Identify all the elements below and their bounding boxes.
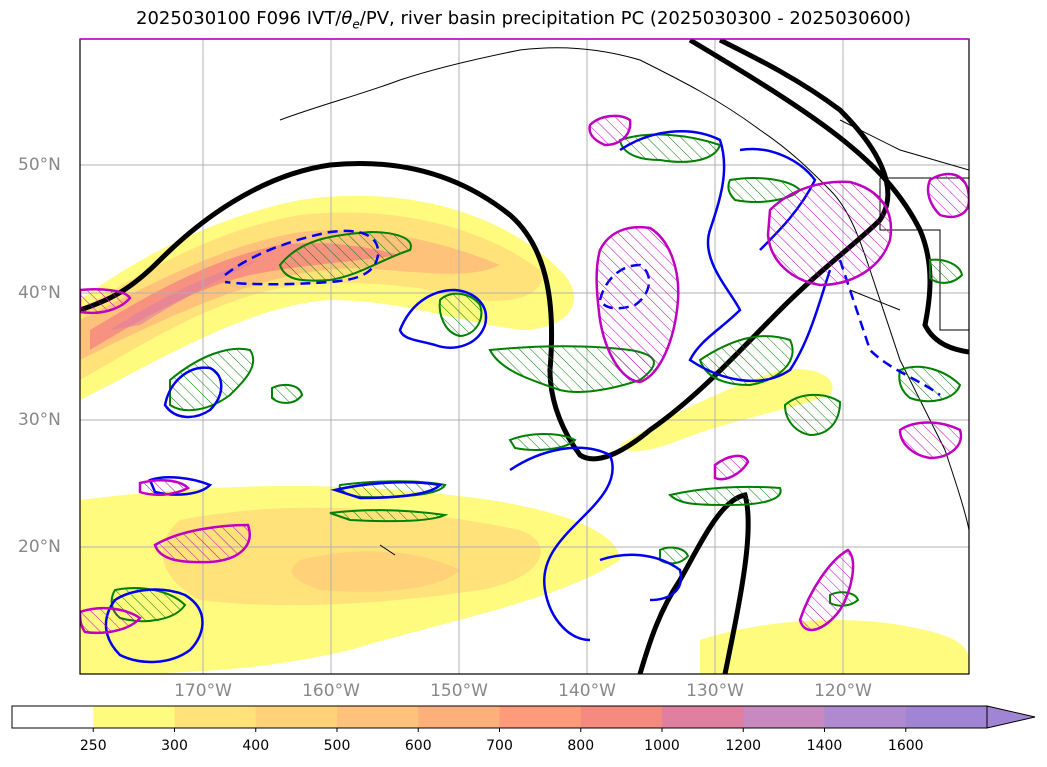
colorbar-tick-label: 500 (323, 738, 351, 754)
colorbar-segment (12, 706, 94, 728)
colorbar-segment (499, 706, 582, 728)
colorbar-tick-label: 1400 (806, 738, 843, 754)
colorbar-segment (662, 706, 744, 728)
colorbar-extend-arrow (986, 705, 1036, 729)
lat-label-50n: 50°N (18, 155, 61, 175)
colorbar-segment (337, 706, 419, 728)
colorbar (11, 705, 1036, 732)
map-area (80, 39, 969, 674)
colorbar-tick-label: 800 (567, 738, 595, 754)
lon-label-130w: 130°W (686, 681, 744, 701)
lon-label-160w: 160°W (302, 681, 360, 701)
ivt-shading (80, 195, 969, 674)
colorbar-tick-label: 300 (161, 738, 188, 754)
colorbar-tick-label: 1600 (887, 738, 924, 754)
lon-label-150w: 150°W (430, 681, 488, 701)
lon-label-120w: 120°W (814, 681, 872, 701)
colorbar-segment (93, 706, 175, 728)
figure-title: 2025030100 F096 IVT/θe/PV, river basin p… (136, 8, 911, 32)
colorbar-tick-label: 400 (242, 738, 270, 754)
lat-label-40n: 40°N (18, 283, 61, 303)
lat-label-20n: 20°N (18, 537, 61, 557)
colorbar-tick-label: 600 (404, 738, 432, 754)
colorbar-segment (905, 706, 988, 728)
magenta-contours (80, 114, 969, 635)
colorbar-segment (580, 706, 663, 728)
lon-label-140w: 140°W (558, 681, 616, 701)
colorbar-segment (743, 706, 825, 728)
colorbar-tick-label: 1000 (644, 738, 680, 754)
colorbar-segment (824, 706, 907, 728)
colorbar-tick-label: 1200 (725, 738, 762, 754)
colorbar-segment (255, 706, 338, 728)
lat-label-30n: 30°N (18, 410, 61, 430)
colorbar-tick-label: 700 (486, 738, 513, 754)
colorbar-tick-label: 250 (79, 738, 107, 754)
colorbar-segment (418, 706, 500, 728)
colorbar-segment (174, 706, 257, 728)
lon-label-170w: 170°W (174, 681, 232, 701)
